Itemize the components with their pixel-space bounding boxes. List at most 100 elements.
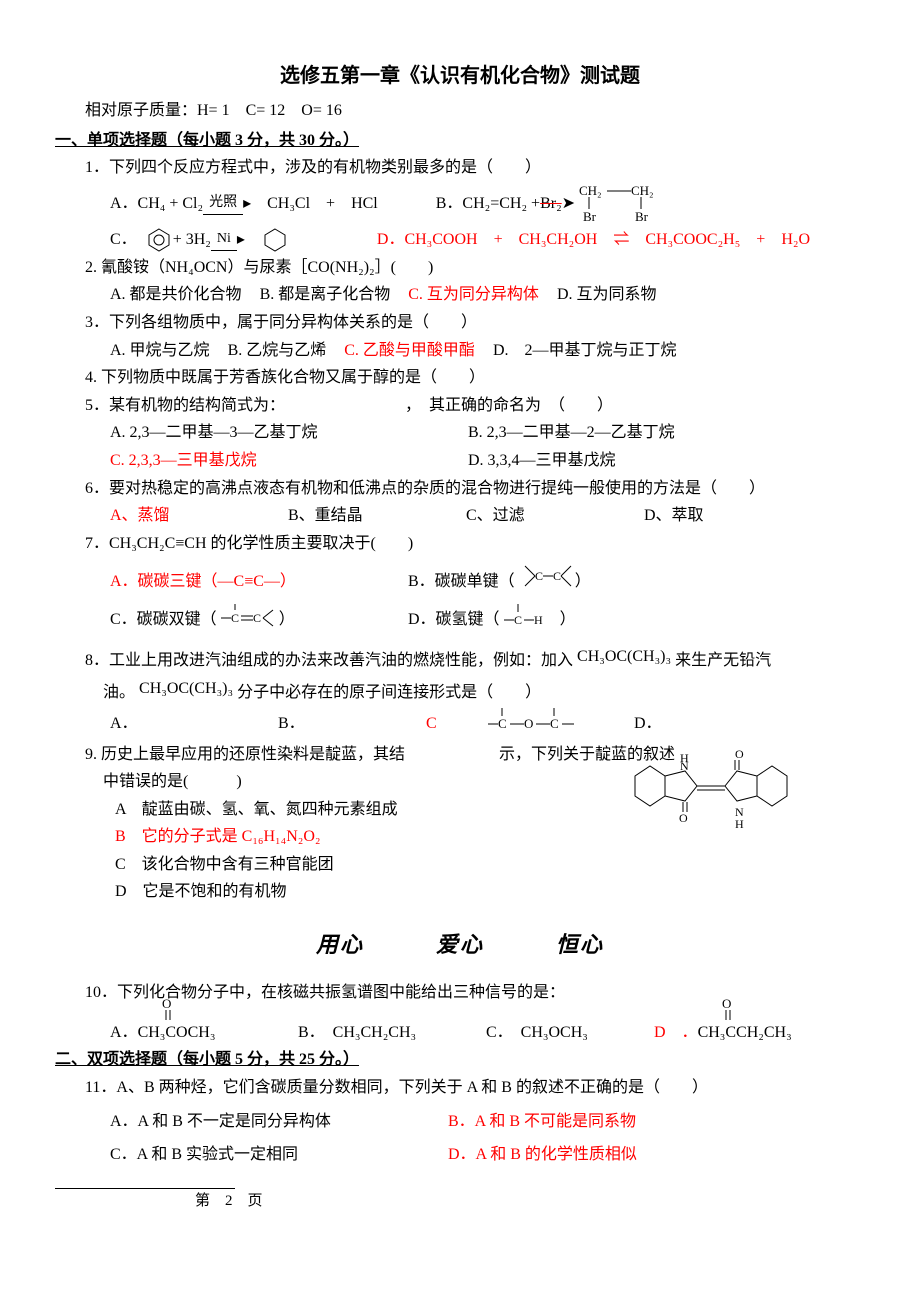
- atomic-mass: 相对原子质量：H= 1 C= 12 O= 16: [85, 98, 865, 124]
- q1-stem: 1．下列四个反应方程式中，涉及的有机物类别最多的是（ ）: [85, 155, 865, 181]
- q7-B: B．碳碳单键（ CC ）: [408, 564, 591, 598]
- q2-A: A. 都是共价化合物: [110, 282, 242, 308]
- carbonyl-icon: O: [162, 998, 176, 1020]
- q9-D: D 它是不饱和的有机物: [115, 879, 865, 905]
- close-paren: ）: [560, 607, 576, 633]
- svg-text:O: O: [524, 716, 533, 731]
- q3-B: B. 乙烷与乙烯: [228, 338, 327, 364]
- q8-D: D．: [634, 711, 662, 737]
- q2-B: B. 都是离子化合物: [260, 282, 391, 308]
- q3-opts: A. 甲烷与乙烷 B. 乙烷与乙烯 C. 乙酸与甲酸甲酯 D. 2—甲基丁烷与正…: [110, 338, 865, 364]
- section-1-header: 一、单项选择题（每小题 3 分，共 30 分。）: [55, 128, 865, 154]
- q1-optC: C． + 3H₂ Ni ▸: [110, 227, 289, 253]
- q11-D: D．A 和 B 的化学性质相似: [448, 1142, 637, 1168]
- q11-stem: 11．A、B 两种烃，它们含碳质量分数相同，下列关于 A 和 B 的叙述不正确的…: [85, 1075, 865, 1101]
- arrow-icon: ➤: [562, 191, 575, 217]
- q1-row1: A．CH₄ + Cl₂ 光照 ▸ CH₃Cl + HCl B．CH₂=CH₂ +…: [110, 183, 865, 225]
- q1-c-label: C．: [110, 227, 145, 253]
- q7-C: C．碳碳双键（ C C ）: [110, 604, 390, 634]
- svg-text:C: C: [514, 613, 522, 627]
- q6-opts: A、蒸馏 B、重结晶 C、过滤 D、萃取: [110, 503, 865, 529]
- q10-C: C． CH₃OCH₃: [486, 1020, 636, 1046]
- q11-row1: A．A 和 B 不一定是同分异构体 B．A 和 B 不可能是同系物: [110, 1109, 865, 1135]
- q1-c-cond: Ni: [211, 228, 237, 251]
- q1-a-right: CH₃Cl + HCl: [251, 191, 378, 217]
- svg-text:C: C: [231, 611, 239, 625]
- q11-A: A．A 和 B 不一定是同分异构体: [110, 1109, 430, 1135]
- q7-D-label: D．碳氢键（: [408, 607, 500, 633]
- close-paren: ）: [279, 607, 295, 633]
- q10-B: B． CH₃CH₂CH₃: [298, 1020, 468, 1046]
- q7-D: D．碳氢键（ C H ）: [408, 604, 576, 634]
- q5-A: A. 2,3—二甲基—3—乙基丁烷: [110, 420, 450, 446]
- q1-row2: C． + 3H₂ Ni ▸ D．CH₃COOH + CH₃CH₂OH ⇌ CH₃…: [110, 227, 865, 253]
- q1-a-cond: 光照: [203, 192, 243, 215]
- q10-A-label: A．: [110, 1020, 138, 1046]
- section-2-header: 二、双项选择题（每小题 5 分，共 25 分。）: [55, 1047, 865, 1073]
- svg-text:C: C: [550, 716, 559, 731]
- q1-b-br2: Br₂: [540, 191, 562, 217]
- indigo-structure-icon: H N N H O O: [625, 736, 855, 846]
- ch-bond-icon: C H: [500, 604, 560, 634]
- q3-A: A. 甲烷与乙烷: [110, 338, 210, 364]
- q8-stem1: 8．工业上用改进汽油组成的办法来改善汽油的燃烧性能，例如：加入 CH₃OC(CH…: [85, 644, 865, 674]
- q10-D: D ． O CH₃CCH₂CH₃: [654, 1020, 792, 1046]
- coc-bond-icon: C O C: [484, 708, 624, 740]
- q6-C: C、过滤: [466, 503, 626, 529]
- q2-D: D. 互为同系物: [557, 282, 657, 308]
- q5-stem: 5．某有机物的结构简式为： ， 其正确的命名为 （ ）: [85, 393, 865, 419]
- q1-b-left: B．CH₂=CH₂ +: [436, 191, 540, 217]
- close-paren: ）: [575, 569, 591, 595]
- svg-text:C: C: [498, 716, 507, 731]
- q8-f1: CH₃OC(CH₃)₃: [577, 648, 671, 665]
- q10-A: A． O CH₃COCH₃: [110, 1020, 280, 1046]
- q8-sc: 油。: [103, 684, 135, 701]
- q9-sa: 9. 历史上最早应用的还原性染料是靛蓝，其结: [85, 746, 405, 763]
- q1-a-left: A．CH₄ + Cl₂: [110, 191, 203, 217]
- q1-optD: D．CH₃COOH + CH₃CH₂OH ⇌ CH₃COOC₂H₅ + H₂O: [377, 227, 810, 253]
- q6-B: B、重结晶: [288, 503, 448, 529]
- svg-text:N: N: [680, 759, 689, 773]
- svg-text:CH₂: CH₂: [631, 183, 654, 198]
- q9-C: C 该化合物中含有三种官能团: [115, 852, 865, 878]
- q3-C: C. 乙酸与甲酸甲酯: [344, 338, 475, 364]
- q8-sd: 分子中必存在的原子间连接形式是（ ）: [237, 684, 541, 701]
- q8-B: B．: [278, 711, 408, 737]
- q10-D-label: D ．: [654, 1020, 698, 1046]
- arrow-icon: ▸: [243, 191, 251, 217]
- carbonyl-icon: O: [722, 998, 736, 1020]
- svg-text:C: C: [553, 569, 561, 583]
- benzene-icon: [145, 227, 173, 253]
- q5-C: C. 2,3,3—三甲基戊烷: [110, 448, 450, 474]
- svg-text:CH₂: CH₂: [579, 183, 602, 198]
- q7-B-label: B．碳碳单键（: [408, 569, 515, 595]
- q1-optA: A．CH₄ + Cl₂ 光照 ▸ CH₃Cl + HCl: [110, 191, 378, 217]
- q6-D: D、萃取: [644, 503, 704, 529]
- q4-stem: 4. 下列物质中既属于芳香族化合物又属于醇的是（ ）: [85, 365, 865, 391]
- double-bond-icon: C C: [217, 604, 279, 634]
- q8-sb: 来生产无铅汽: [675, 652, 771, 669]
- svg-text:Br: Br: [635, 209, 649, 224]
- q6-stem: 6．要对热稳定的高沸点液态有机物和低沸点的杂质的混合物进行提纯一般使用的方法是（…: [85, 476, 865, 502]
- motto: 用心 爱心 恒心: [55, 927, 865, 962]
- q5-B: B. 2,3—二甲基—2—乙基丁烷: [468, 420, 675, 446]
- dibromoethane-icon: CH₂CH₂ BrBr: [575, 183, 655, 225]
- q7-row1: A．碳碳三键（—C≡C—） B．碳碳单键（ CC ）: [110, 564, 865, 598]
- q10-opts: A． O CH₃COCH₃ B． CH₃CH₂CH₃ C． CH₃OCH₃ D …: [110, 1020, 865, 1046]
- q5-D: D. 3,3,4—三甲基戊烷: [468, 448, 616, 474]
- q11-C: C．A 和 B 实验式一定相同: [110, 1142, 430, 1168]
- arrow-icon: ▸: [237, 227, 261, 253]
- q7-row2: C．碳碳双键（ C C ） D．碳氢键（ C H ）: [110, 604, 865, 634]
- q2-stem: 2. 氰酸铵（NH₄OCN）与尿素［CO(NH₂)₂］( ): [85, 255, 865, 281]
- q8-C: C: [426, 711, 466, 737]
- single-bond-icon: CC: [515, 564, 575, 598]
- q1-optB: B．CH₂=CH₂ + Br₂ ➤ CH₂CH₂ BrBr: [436, 183, 655, 225]
- q10-A-formula: CH₃COCH₃: [138, 1024, 216, 1041]
- cyclohexane-icon: [261, 227, 289, 253]
- q8-f2: CH₃OC(CH₃)₃: [139, 680, 233, 697]
- page-title: 选修五第一章《认识有机化合物》测试题: [55, 60, 865, 92]
- q7-A: A．碳碳三键（—C≡C—）: [110, 569, 390, 595]
- q5-row2: C. 2,3,3—三甲基戊烷 D. 3,3,4—三甲基戊烷: [110, 448, 865, 474]
- svg-text:C: C: [535, 569, 543, 583]
- q6-A: A、蒸馏: [110, 503, 270, 529]
